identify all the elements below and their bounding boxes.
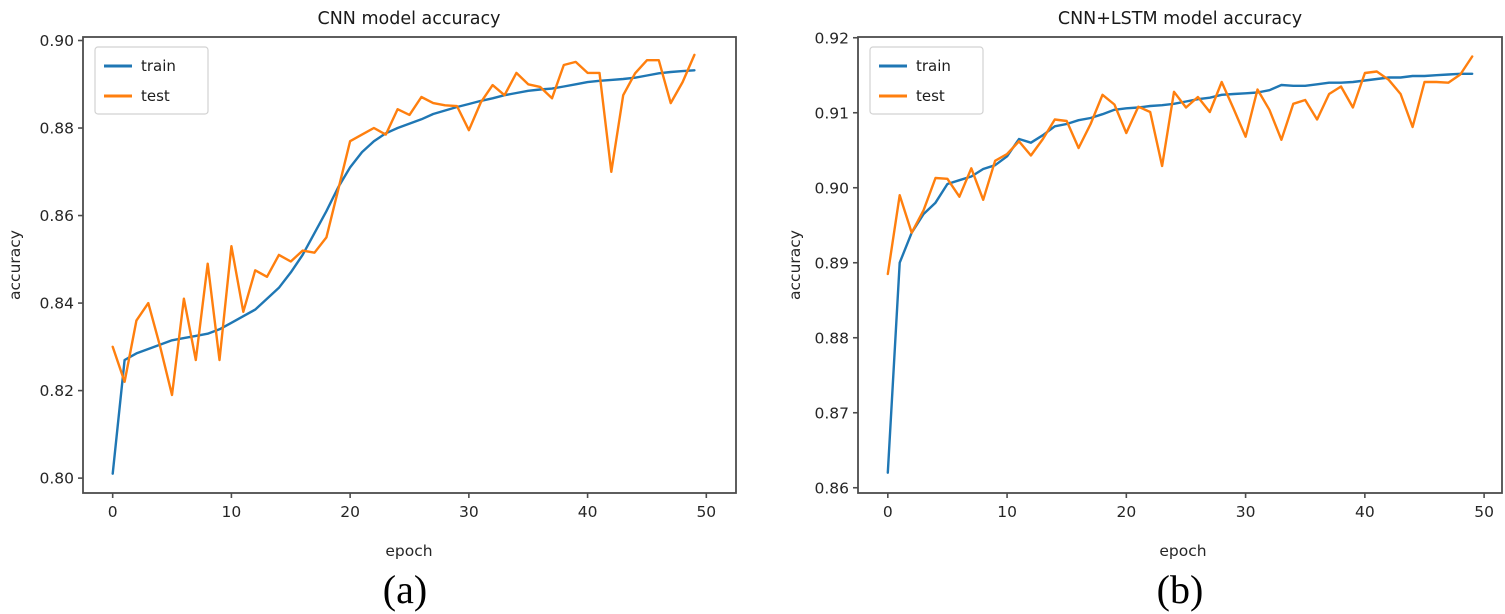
y-tick-label: 0.88 [814, 329, 849, 347]
y-tick-label: 0.88 [39, 120, 74, 138]
x-axis-label: epoch [385, 542, 432, 560]
plot-area: 0 10 20 30 40 50 0.80 0.82 0.84 0.86 0.88 0.90 train… [39, 32, 737, 521]
x-tick-label: 50 [696, 503, 716, 521]
y-axis-label: accuracy [786, 230, 804, 300]
series-test [111, 53, 696, 397]
cnn-lstm-accuracy-chart: CNN+LSTM model accuracy epoch accuracy (… [786, 9, 1503, 612]
series-test [886, 55, 1474, 276]
y-tick-label: 0.86 [814, 479, 849, 497]
y-tick-label: 0.80 [39, 470, 74, 488]
x-tick-label: 10 [997, 503, 1017, 521]
y-tick-label: 0.89 [814, 254, 849, 272]
cnn-accuracy-chart: CNN model accuracy epoch accuracy (a) 0 1… [6, 9, 737, 612]
x-axis-label: epoch [1159, 542, 1206, 560]
y-tick-label: 0.90 [39, 32, 74, 50]
axes-frame [82, 36, 737, 494]
axes-frame [857, 36, 1503, 494]
y-tick-label: 0.84 [39, 295, 74, 313]
x-tick-label: 0 [108, 503, 118, 521]
y-tick-label: 0.92 [814, 29, 849, 47]
y-axis-label: accuracy [6, 230, 24, 300]
y-tick-label: 0.82 [39, 382, 74, 400]
legend-label-test: test [916, 87, 945, 105]
subfigure-caption-a: (a) [383, 567, 427, 612]
y-tick-label: 0.87 [814, 404, 849, 422]
series-train [111, 69, 696, 475]
legend-label-test: test [141, 87, 170, 105]
chart-title: CNN+LSTM model accuracy [1058, 9, 1302, 29]
plot-area: 0 10 20 30 40 50 0.86 0.87 0.88 0.89 0.90 0.91 0.92 t… [814, 29, 1503, 521]
series-train [886, 72, 1474, 474]
x-tick-label: 30 [459, 503, 479, 521]
y-tick-label: 0.90 [814, 179, 849, 197]
x-tick-label: 0 [883, 503, 893, 521]
x-tick-label: 40 [1355, 503, 1375, 521]
chart-title: CNN model accuracy [318, 9, 501, 29]
x-tick-label: 10 [222, 503, 242, 521]
y-tick-label: 0.86 [39, 207, 74, 225]
legend-label-train: train [141, 57, 176, 75]
x-tick-label: 20 [1116, 503, 1136, 521]
legend-label-train: train [916, 57, 951, 75]
x-tick-label: 40 [578, 503, 598, 521]
x-tick-label: 20 [340, 503, 360, 521]
x-tick-label: 50 [1474, 503, 1494, 521]
y-tick-label: 0.91 [814, 104, 849, 122]
x-tick-label: 30 [1236, 503, 1256, 521]
subfigure-caption-b: (b) [1157, 567, 1204, 612]
